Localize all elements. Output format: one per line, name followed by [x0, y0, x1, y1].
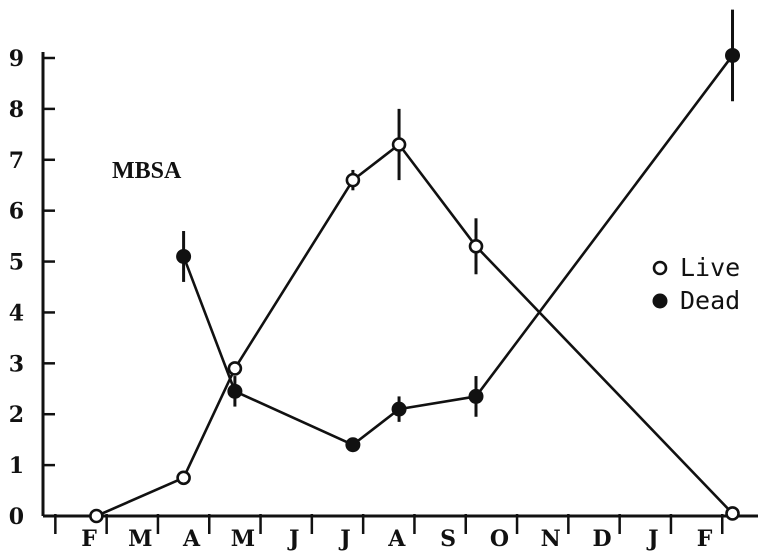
legend-label: Live	[680, 253, 740, 282]
x-tick-label: A	[182, 526, 201, 552]
legend-marker-dead	[652, 293, 668, 309]
y-tick-label: 0	[9, 504, 24, 530]
legend-label: Dead	[680, 286, 740, 315]
axes: 0 1 2 3 4 5 6 7 8 9 F M A M J J A S O N D J F	[9, 46, 758, 552]
x-tick-label: J	[646, 526, 658, 552]
data-point	[468, 388, 484, 404]
x-tick-label: F	[81, 526, 97, 552]
data-point	[468, 238, 484, 254]
data-point	[391, 401, 407, 417]
data-point	[227, 383, 243, 399]
x-tick-label: S	[440, 526, 456, 552]
series-live	[89, 108, 740, 524]
series-line	[182, 54, 734, 447]
chart-annotation: MBSA	[112, 158, 182, 184]
x-tick-label: F	[697, 526, 713, 552]
x-tick-label: A	[387, 526, 406, 552]
data-point	[345, 172, 361, 188]
series-dead	[176, 9, 741, 453]
y-tick-label: 4	[9, 300, 24, 326]
y-tick-label: 8	[9, 97, 24, 123]
data-point	[391, 137, 407, 152]
series-layer	[89, 9, 741, 524]
y-tick-label: 2	[9, 402, 24, 428]
legend-marker-live	[652, 260, 668, 276]
x-tick-label: J	[287, 526, 299, 552]
y-tick-label: 3	[9, 351, 24, 377]
y-tick-label: 6	[9, 199, 24, 225]
data-point	[227, 361, 243, 376]
data-point	[725, 47, 741, 63]
series-line	[95, 143, 734, 518]
data-point	[345, 437, 361, 453]
legend: Live Dead	[652, 253, 740, 315]
data-point	[725, 506, 740, 521]
y-tick-label: 5	[9, 250, 24, 276]
data-point	[176, 248, 192, 264]
data-point	[89, 508, 104, 524]
y-tick-label: 7	[9, 148, 24, 174]
x-tick-label: M	[231, 526, 255, 552]
x-tick-label: O	[490, 526, 509, 552]
data-point	[176, 470, 191, 486]
x-tick-label: J	[338, 526, 350, 552]
x-tick-label: D	[592, 526, 611, 552]
x-tick-label: N	[541, 526, 561, 552]
y-tick-label: 9	[9, 46, 24, 72]
y-tick-label: 1	[9, 453, 24, 479]
x-tick-label: M	[128, 526, 152, 552]
